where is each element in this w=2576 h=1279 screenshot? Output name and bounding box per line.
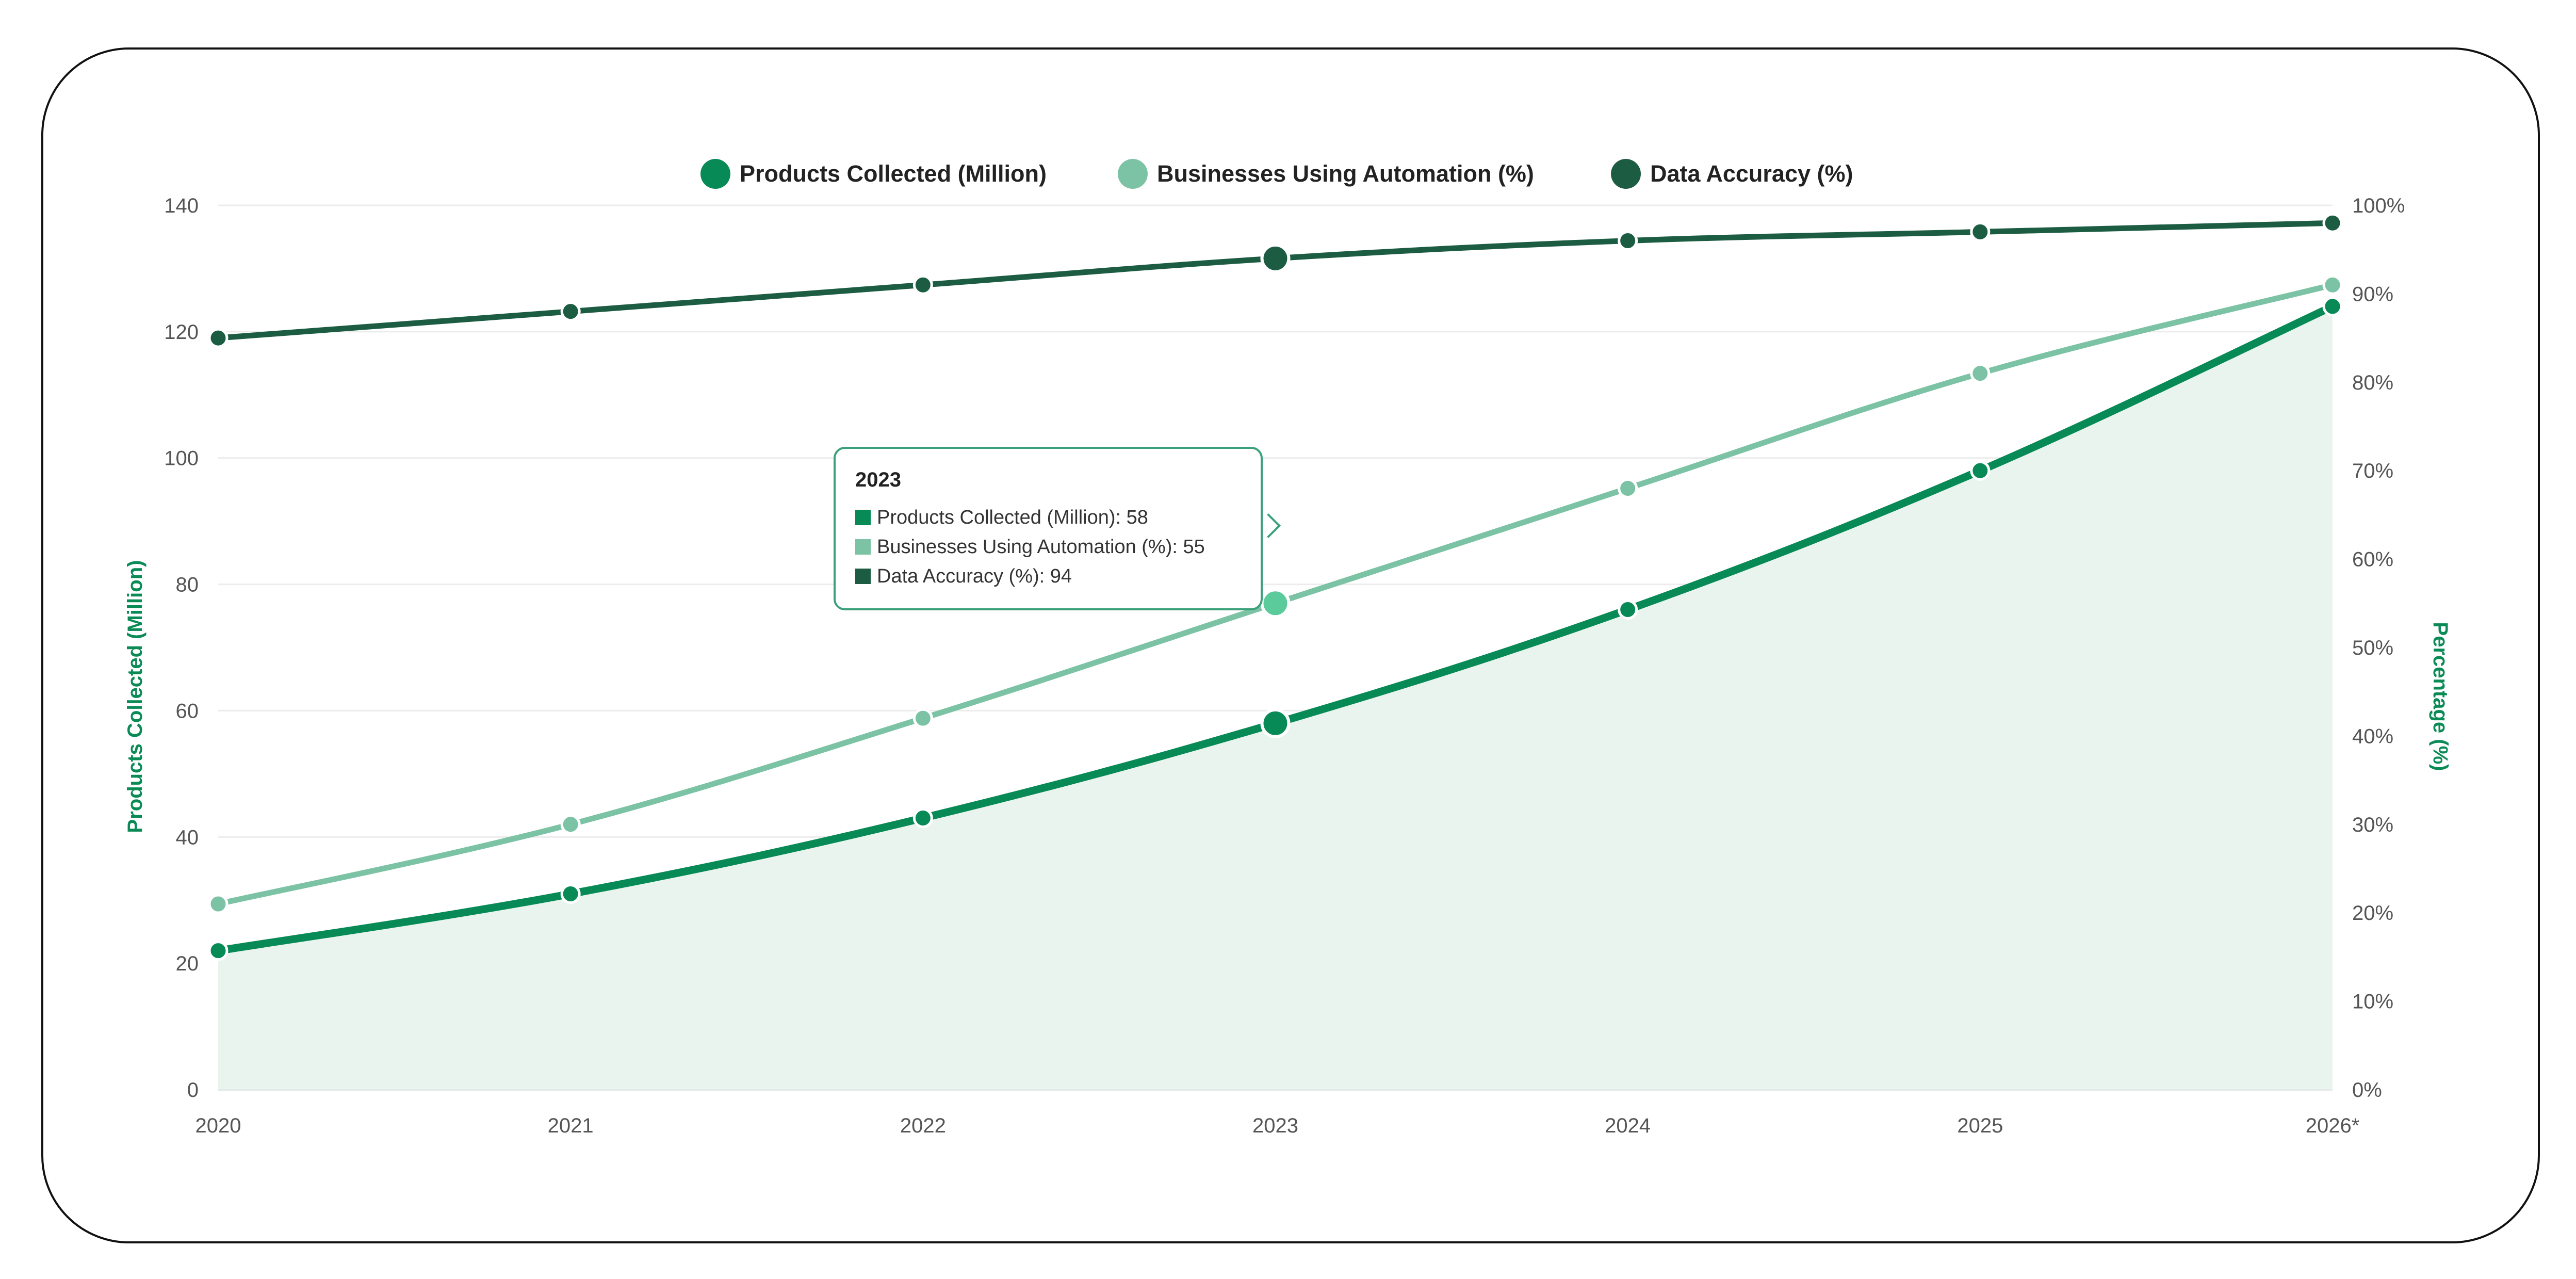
legend[interactable]: Products Collected (Million) Businesses U… (700, 159, 1853, 189)
x-tick-label: 2021 (548, 1114, 594, 1137)
tooltip-swatch-accuracy (855, 569, 871, 584)
point-businesses-using-automation-2021[interactable] (560, 814, 581, 835)
y-axis-left-title: Products Collected (Million) (124, 560, 146, 833)
x-tick-label: 2022 (900, 1114, 946, 1137)
y-right-tick-label: 90% (2352, 283, 2393, 305)
y-right-tick-label: 0% (2352, 1079, 2382, 1102)
point-products-collected-million-2025[interactable] (1970, 460, 1991, 481)
y-left-tick-label: 40 (176, 826, 199, 849)
y-right-tick-label: 100% (2352, 195, 2405, 217)
y-axis-right-title: Percentage (%) (2429, 622, 2452, 771)
point-products-collected-million-2020[interactable] (208, 941, 229, 961)
tooltip-row-accuracy-label: Data Accuracy (%): 94 (877, 565, 1072, 587)
point-businesses-using-automation-2020[interactable] (208, 894, 229, 914)
point-data-accuracy-2021[interactable] (560, 301, 581, 322)
y-left-tick-label: 100 (164, 447, 199, 470)
point-businesses-using-automation-2026[interactable] (2322, 274, 2343, 295)
tooltip-title: 2023 (855, 468, 901, 491)
line-data-accuracy (215, 220, 2336, 341)
point-products-collected-million-2026[interactable] (2322, 296, 2343, 317)
legend-item-products-collected-million[interactable]: Products Collected (Million) (700, 159, 1047, 189)
x-tick-label: 2025 (1957, 1114, 2003, 1137)
point-businesses-using-automation-2022[interactable] (912, 708, 933, 728)
point-products-collected-million-2021[interactable] (560, 883, 581, 904)
legend-swatch (1118, 159, 1148, 189)
tooltip: 2023 Products Collected (Million): 58 Bu… (834, 447, 1263, 610)
x-tick-label: 2024 (1605, 1114, 1651, 1137)
tooltip-row-products-label: Products Collected (Million): 58 (877, 507, 1148, 528)
legend-label: Businesses Using Automation (%) (1157, 160, 1534, 187)
legend-item-data-accuracy[interactable]: Data Accuracy (%) (1611, 159, 1853, 189)
y-left-tick-label: 60 (176, 700, 199, 722)
legend-label: Products Collected (Million) (740, 160, 1047, 187)
y-right-tick-label: 60% (2352, 548, 2393, 571)
x-tick-label: 2020 (195, 1114, 241, 1137)
tooltip-row-products: Products Collected (Million): 58 (855, 503, 1241, 532)
legend-swatch (700, 159, 730, 189)
tooltip-row-automation: Businesses Using Automation (%): 55 (855, 532, 1241, 562)
data-points (208, 213, 2343, 961)
point-businesses-using-automation-2024[interactable] (1618, 478, 1638, 498)
point-data-accuracy-2026[interactable] (2322, 213, 2343, 233)
tooltip-row-automation-label: Businesses Using Automation (%): 55 (877, 536, 1205, 558)
area-fill (218, 306, 2333, 1090)
legend-swatch (1611, 159, 1641, 189)
y-right-tick-label: 40% (2352, 725, 2393, 748)
y-left-tick-label: 140 (164, 195, 199, 217)
y-right-tick-label: 80% (2352, 371, 2393, 394)
point-products-collected-million-2022[interactable] (912, 808, 933, 829)
area-products-collected-million (218, 306, 2333, 1090)
legend-label: Data Accuracy (%) (1650, 160, 1853, 187)
y-right-tick-label: 50% (2352, 637, 2393, 659)
point-products-collected-million-2024[interactable] (1618, 600, 1638, 620)
tick-labels: 0 20 40 60 80 100 120 140 0% 10% 20% 30% 40% 50% 60% 70… (164, 195, 2405, 1137)
x-tick-label: 2026* (2306, 1114, 2360, 1137)
point-products-collected-million-2023[interactable] (1260, 708, 1291, 738)
point-data-accuracy-2025[interactable] (1970, 221, 1991, 242)
tooltip-swatch-automation (855, 539, 871, 555)
x-tick-label: 2023 (1252, 1114, 1298, 1137)
y-right-tick-label: 30% (2352, 814, 2393, 836)
tooltip-row-accuracy: Data Accuracy (%): 94 (855, 562, 1241, 591)
point-data-accuracy-2024[interactable] (1618, 231, 1638, 251)
legend-item-businesses-using-automation[interactable]: Businesses Using Automation (%) (1118, 159, 1534, 189)
y-right-tick-label: 70% (2352, 460, 2393, 482)
point-data-accuracy-2023[interactable] (1260, 243, 1291, 273)
y-left-tick-label: 20 (176, 952, 199, 975)
y-right-tick-label: 10% (2352, 991, 2393, 1013)
y-left-tick-label: 80 (176, 574, 199, 596)
point-data-accuracy-2022[interactable] (912, 274, 933, 295)
point-businesses-using-automation-2025[interactable] (1970, 363, 1991, 384)
point-businesses-using-automation-2023[interactable] (1260, 588, 1291, 619)
y-left-tick-label: 0 (187, 1079, 199, 1102)
y-right-tick-label: 20% (2352, 902, 2393, 925)
point-data-accuracy-2020[interactable] (208, 328, 229, 348)
y-left-tick-label: 120 (164, 321, 199, 344)
tooltip-swatch-products (855, 510, 871, 525)
